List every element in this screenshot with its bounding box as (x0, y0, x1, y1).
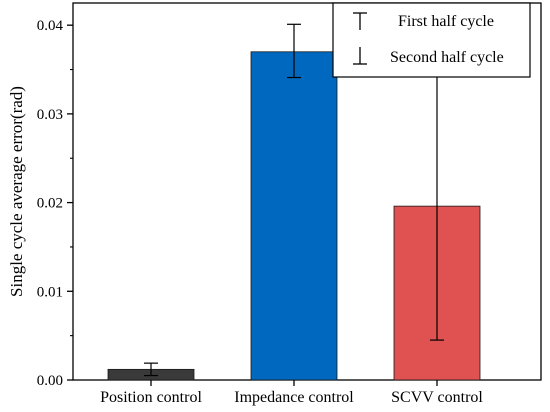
y-tick-label: 0.00 (37, 373, 63, 389)
legend-symbol-second-half (353, 47, 367, 65)
legend-label-first-half: First half cycle (398, 13, 494, 30)
y-tick-label: 0.02 (37, 196, 63, 212)
legend-symbol-first-half (353, 12, 367, 30)
legend-label-second-half: Second half cycle (390, 49, 504, 66)
bar-impedance-control (250, 51, 338, 381)
x-category-label: Impedance control (234, 389, 354, 406)
y-tick-label: 0.01 (37, 284, 63, 300)
x-category-label: SCVV control (391, 389, 483, 406)
legend-box (332, 2, 531, 78)
x-category-label: Position control (100, 389, 202, 406)
bars-group (107, 51, 481, 381)
legend: First half cycle Second half cycle (332, 2, 531, 78)
y-axis-label: Single cycle average error(rad) (7, 86, 26, 297)
y-axis: 0.00 0.01 0.02 0.03 0.04 (37, 18, 73, 389)
y-tick-label: 0.03 (37, 107, 63, 123)
error-bars-group (144, 23, 444, 377)
y-tick-label: 0.04 (37, 18, 64, 34)
x-axis: Position control Impedance control SCVV co… (100, 380, 483, 406)
